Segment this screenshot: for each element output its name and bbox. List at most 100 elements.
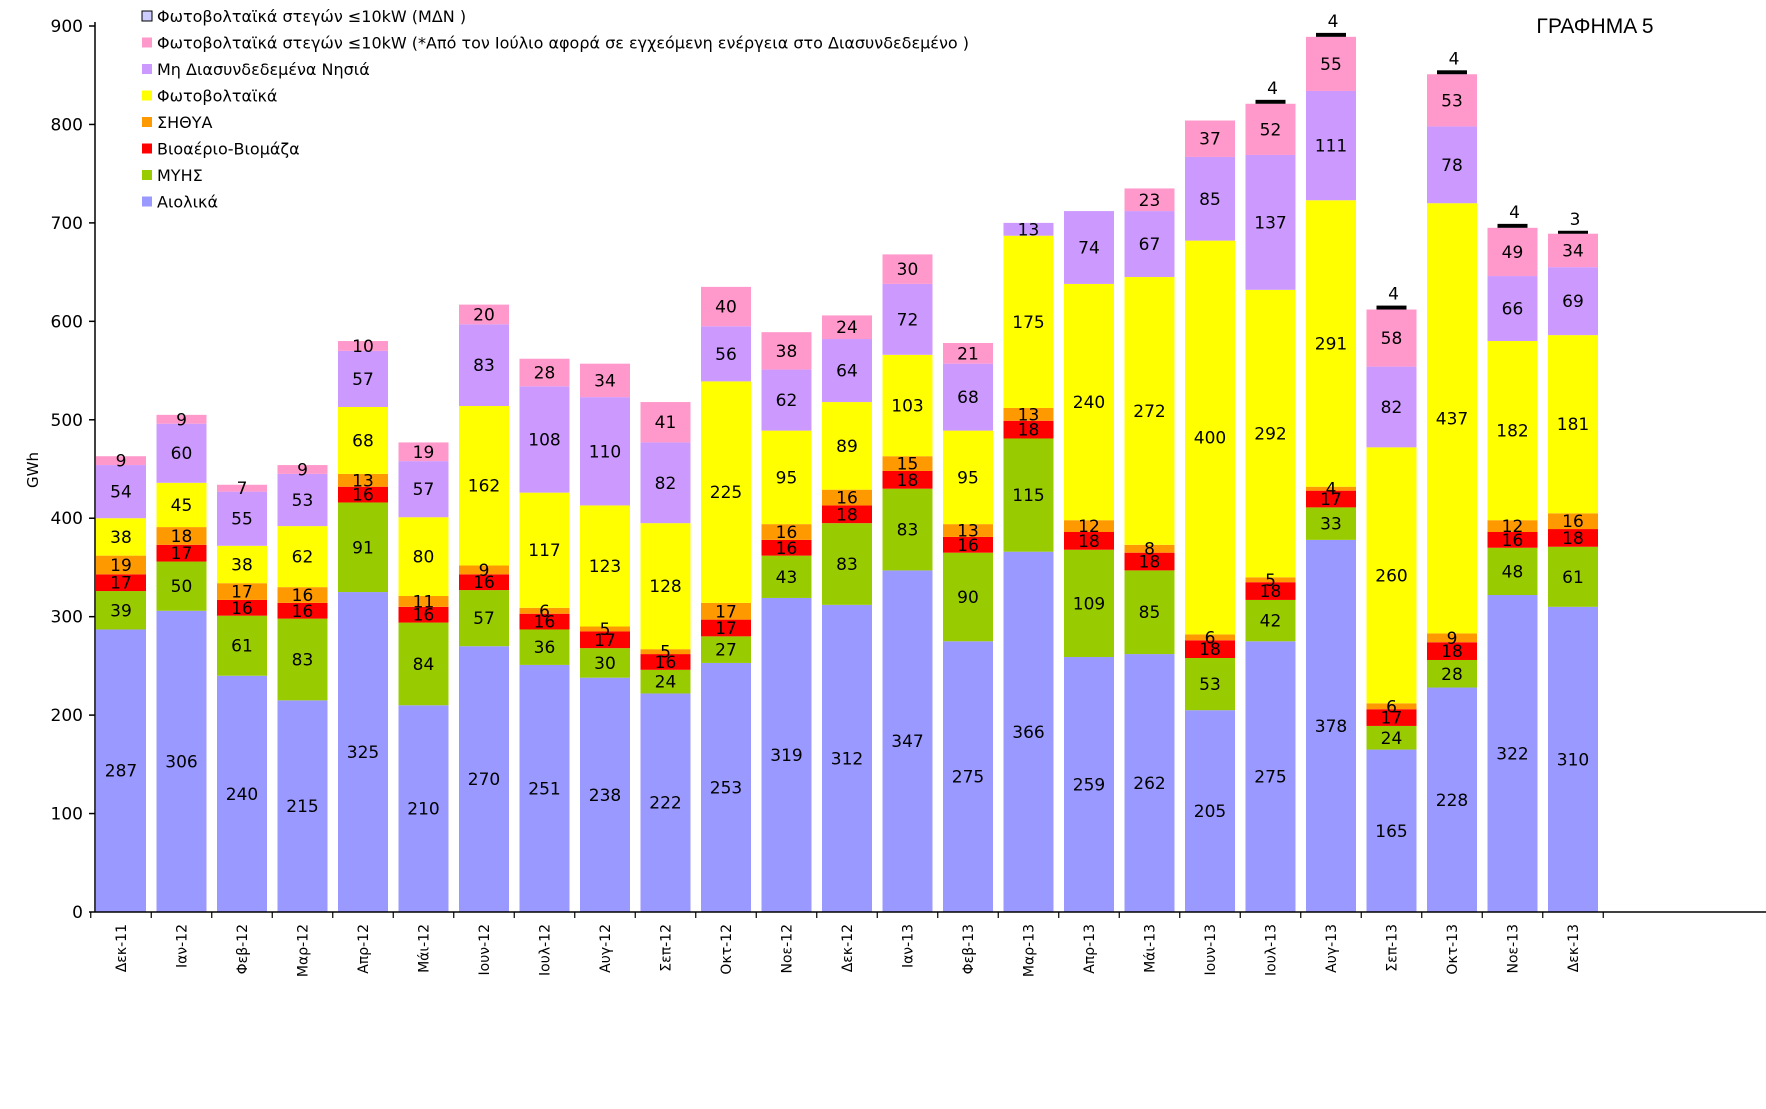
data-label: 16 bbox=[413, 606, 435, 626]
data-label: 43 bbox=[776, 568, 798, 588]
bar-segment bbox=[882, 254, 933, 284]
bar-segment bbox=[156, 482, 207, 528]
bar-segment bbox=[96, 591, 146, 630]
data-label: 68 bbox=[957, 388, 979, 408]
bar-segment bbox=[459, 565, 509, 575]
data-label: 378 bbox=[1315, 717, 1347, 737]
data-label: 64 bbox=[836, 362, 858, 382]
bar-segment bbox=[1185, 710, 1235, 912]
bar-segment bbox=[1245, 103, 1296, 155]
data-label: 38 bbox=[776, 342, 798, 362]
bar-segment bbox=[1245, 641, 1296, 912]
bar-segment bbox=[1487, 520, 1538, 533]
legend-label: Φωτοβολταϊκά στεγών ≤10kW (*Από τον Ιούλ… bbox=[157, 34, 969, 53]
bar-segment bbox=[701, 636, 751, 663]
bar-segment bbox=[1366, 703, 1417, 710]
bar-segment bbox=[1245, 154, 1296, 290]
data-label: 115 bbox=[1012, 486, 1044, 506]
bar-segment bbox=[519, 664, 570, 912]
legend-label: ΜΥΗΣ bbox=[157, 166, 203, 185]
bar-segment bbox=[822, 402, 872, 490]
bar-segment bbox=[1497, 223, 1528, 228]
bar-segment bbox=[277, 602, 328, 619]
data-label: 18 bbox=[171, 527, 193, 547]
bar-segment bbox=[1306, 490, 1356, 508]
bar-segment bbox=[1003, 407, 1054, 421]
data-label: 16 bbox=[352, 486, 374, 506]
bar-segment bbox=[943, 342, 993, 364]
bar-segment bbox=[277, 526, 328, 588]
bar-segment bbox=[277, 473, 328, 527]
bar-segment bbox=[277, 587, 328, 603]
data-label: 85 bbox=[1139, 603, 1161, 623]
data-label: 85 bbox=[1199, 190, 1221, 210]
bar-segment bbox=[398, 705, 449, 912]
bar-segment bbox=[701, 662, 751, 912]
bar-segment bbox=[217, 615, 267, 676]
bar-segment bbox=[217, 583, 267, 600]
data-label: 366 bbox=[1012, 723, 1044, 743]
bar-segment bbox=[761, 555, 812, 598]
data-label: 61 bbox=[231, 637, 253, 657]
x-tick-label: Ιουν-12 bbox=[477, 924, 493, 975]
bar-segment bbox=[277, 465, 328, 474]
y-tick-label: 500 bbox=[51, 411, 83, 431]
data-label: 55 bbox=[1320, 55, 1342, 75]
data-label: 111 bbox=[1315, 137, 1347, 157]
data-label: 72 bbox=[897, 310, 919, 330]
x-tick-label: Φεβ-12 bbox=[235, 924, 251, 974]
data-label: 66 bbox=[1502, 300, 1524, 320]
x-tick-label: Μάι-12 bbox=[417, 924, 433, 973]
data-label: 18 bbox=[1078, 532, 1100, 552]
bar-segment bbox=[156, 527, 207, 545]
bar-segment bbox=[1245, 599, 1296, 642]
data-label: 12 bbox=[1078, 517, 1100, 537]
x-tick-label: Ιουλ-13 bbox=[1264, 924, 1280, 976]
data-label: 6 bbox=[1386, 697, 1397, 717]
data-label: 18 bbox=[836, 505, 858, 525]
y-tick-label: 0 bbox=[72, 903, 83, 923]
data-label: 39 bbox=[110, 601, 132, 621]
bar-segment bbox=[1064, 211, 1114, 284]
bar-segment bbox=[277, 618, 328, 701]
data-label: 95 bbox=[957, 468, 979, 488]
data-label: 17 bbox=[231, 583, 253, 603]
data-label: 24 bbox=[655, 673, 677, 693]
data-label: 80 bbox=[413, 548, 435, 568]
data-label: 228 bbox=[1436, 791, 1468, 811]
data-label: 17 bbox=[110, 574, 132, 594]
data-label: 6 bbox=[539, 602, 550, 622]
bar-segment bbox=[519, 492, 570, 608]
bar-segment bbox=[1366, 366, 1417, 448]
data-label: 34 bbox=[1562, 241, 1584, 261]
data-label: 9 bbox=[1447, 629, 1458, 649]
data-label: 310 bbox=[1557, 750, 1589, 770]
x-tick-label: Αυγ-13 bbox=[1324, 924, 1340, 973]
legend-swatch bbox=[142, 90, 152, 101]
data-label: 117 bbox=[528, 541, 560, 561]
x-tick-label: Σεπ-12 bbox=[659, 924, 675, 972]
bar-segment bbox=[338, 341, 388, 351]
data-label: 38 bbox=[231, 555, 253, 575]
bar-segment bbox=[1548, 267, 1598, 336]
data-label: 162 bbox=[468, 477, 500, 497]
legend-swatch bbox=[142, 143, 152, 154]
bar-segment bbox=[882, 488, 933, 571]
x-tick-label: Δεκ-13 bbox=[1566, 924, 1582, 972]
bar-segment bbox=[943, 430, 993, 525]
data-label: 16 bbox=[231, 599, 253, 619]
bar-segment bbox=[156, 561, 207, 611]
bar-segment bbox=[701, 286, 751, 327]
axes-group: 0 100 200 300 400 500 600 700 800 900 Δεκ-11 Ιαν-12… bbox=[51, 17, 1766, 977]
bar-segment bbox=[1124, 188, 1175, 212]
x-tick-label: Δεκ-11 bbox=[114, 924, 130, 972]
data-label: 16 bbox=[534, 613, 556, 633]
bars-group bbox=[96, 32, 1598, 912]
bar-segment bbox=[1366, 309, 1417, 367]
data-label: 16 bbox=[473, 573, 495, 593]
bar-segment bbox=[398, 517, 449, 596]
legend-swatch bbox=[142, 64, 152, 74]
bar-segment bbox=[96, 456, 146, 466]
data-label: 19 bbox=[110, 556, 132, 576]
bar-segment bbox=[1124, 570, 1175, 655]
